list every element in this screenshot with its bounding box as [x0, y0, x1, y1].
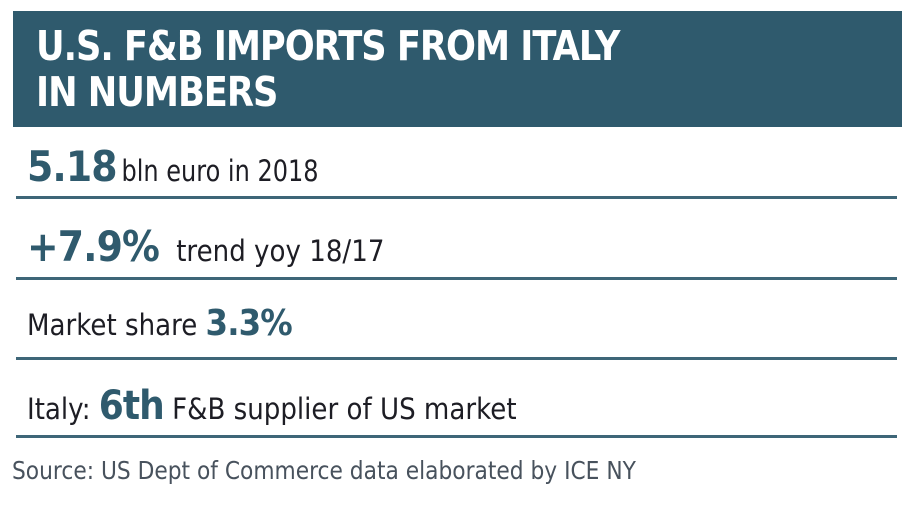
stat-prefix: Italy: [27, 392, 91, 426]
divider [16, 357, 897, 360]
stat-label: bln euro in 2018 [121, 154, 319, 188]
stat-market-share: Market share 3.3% [27, 303, 321, 344]
stat-value: +7.9% [27, 222, 160, 271]
divider [16, 196, 897, 199]
stat-trend: +7.9% trend yoy 18/17 [27, 222, 424, 271]
stat-import-value: 5.18 bln euro in 2018 [27, 142, 370, 191]
title-line-2: IN NUMBERS [36, 68, 278, 116]
stat-label: Market share [27, 308, 198, 342]
source-note: Source: US Dept of Commerce data elabora… [12, 456, 636, 485]
stat-value: 3.3% [205, 303, 293, 344]
stat-value: 6th [98, 383, 165, 429]
stat-supplier-rank: Italy: 6th F&B supplier of US market [27, 383, 571, 429]
stat-label: F&B supplier of US market [172, 392, 517, 426]
stat-label: trend yoy 18/17 [176, 234, 385, 268]
title-line-1: U.S. F&B IMPORTS FROM ITALY [36, 22, 620, 70]
divider [16, 435, 897, 438]
stat-value: 5.18 [27, 142, 118, 191]
title-banner: U.S. F&B IMPORTS FROM ITALY IN NUMBERS [13, 11, 902, 127]
divider [16, 277, 897, 280]
